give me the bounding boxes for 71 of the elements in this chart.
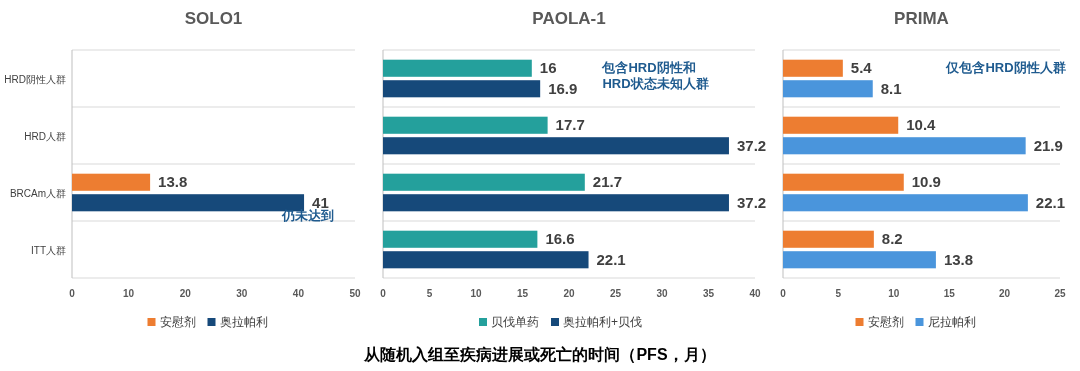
x-tick-label: 10	[470, 288, 482, 299]
x-tick-label: 40	[292, 288, 305, 299]
data-label: 10.9	[911, 173, 941, 191]
data-label: 13.8	[158, 173, 188, 191]
x-tick-label: 0	[69, 288, 76, 299]
chart-title: PRIMA	[894, 9, 949, 28]
x-tick-label: 30	[656, 288, 668, 299]
x-axis-title: 从随机入组至疾病进展或死亡的时间（PFS，月）	[363, 345, 716, 364]
data-label: 37.2	[736, 136, 767, 154]
bar	[383, 137, 729, 155]
legend-label: 安慰剂	[159, 315, 196, 329]
bar	[783, 173, 904, 191]
x-tick-label: 5	[426, 288, 433, 299]
x-tick-label: 20	[179, 288, 192, 299]
bar	[383, 80, 541, 98]
bar	[783, 194, 1028, 212]
bar	[383, 194, 729, 212]
data-label: 37.2	[736, 193, 767, 211]
x-tick-label: 40	[749, 288, 761, 299]
bar	[383, 230, 538, 248]
x-tick-label: 20	[563, 288, 575, 299]
legend-label: 奥拉帕利+贝伐	[563, 315, 643, 329]
data-label: 17.7	[555, 116, 585, 134]
y-tick-label: ITT人群	[31, 244, 66, 256]
bar	[383, 173, 585, 191]
bar	[383, 251, 589, 269]
x-tick-label: 25	[1054, 288, 1066, 299]
bar	[783, 116, 899, 134]
bar	[383, 59, 532, 77]
x-tick-label: 10	[888, 288, 900, 299]
x-tick-label: 15	[943, 288, 956, 299]
bar	[783, 251, 936, 269]
data-label: 16.6	[545, 230, 575, 248]
data-label: 21.9	[1033, 136, 1063, 154]
legend-label: 尼拉帕利	[927, 315, 976, 329]
legend-label: 奥拉帕利	[219, 315, 268, 329]
annotation: 仅包含HRD阴性人群	[945, 59, 1066, 75]
bar	[783, 59, 843, 77]
data-label: 13.8	[943, 250, 974, 268]
data-label: 10.4	[906, 116, 937, 134]
data-label: 22.1	[1035, 193, 1066, 211]
bar	[783, 137, 1026, 155]
legend-label: 贝伐单药	[491, 315, 539, 329]
data-label: 8.1	[880, 79, 902, 97]
data-label: 8.2	[881, 230, 903, 248]
bar	[783, 230, 874, 248]
chart-title: PAOLA-1	[532, 9, 606, 28]
x-tick-label: 0	[780, 288, 787, 299]
data-label: 16	[539, 59, 557, 77]
data-label: 5.4	[850, 59, 873, 77]
legend-label: 安慰剂	[867, 315, 904, 329]
bar	[383, 116, 548, 134]
data-label: 21.7	[592, 173, 623, 191]
x-tick-label: 30	[236, 288, 248, 299]
data-label: 22.1	[596, 250, 626, 268]
bar	[783, 80, 873, 98]
x-tick-label: 10	[123, 288, 135, 299]
x-tick-label: 20	[999, 288, 1011, 299]
x-tick-label: 15	[516, 288, 529, 299]
y-tick-label: HRD人群	[24, 130, 66, 142]
x-tick-label: 0	[380, 288, 387, 299]
annotation: 仍未达到	[281, 207, 335, 223]
x-tick-label: 5	[835, 288, 842, 299]
x-tick-label: 35	[702, 288, 715, 299]
y-tick-label: BRCAm人群	[9, 187, 66, 199]
x-tick-label: 50	[349, 288, 361, 299]
data-label: 16.9	[548, 79, 578, 97]
x-tick-label: 25	[609, 288, 622, 299]
annotation: 包含HRD阴性和 HRD状态未知人群	[601, 59, 709, 91]
y-tick-label: HRD阴性人群	[4, 73, 66, 85]
chart-title: SOLO1	[184, 9, 243, 28]
